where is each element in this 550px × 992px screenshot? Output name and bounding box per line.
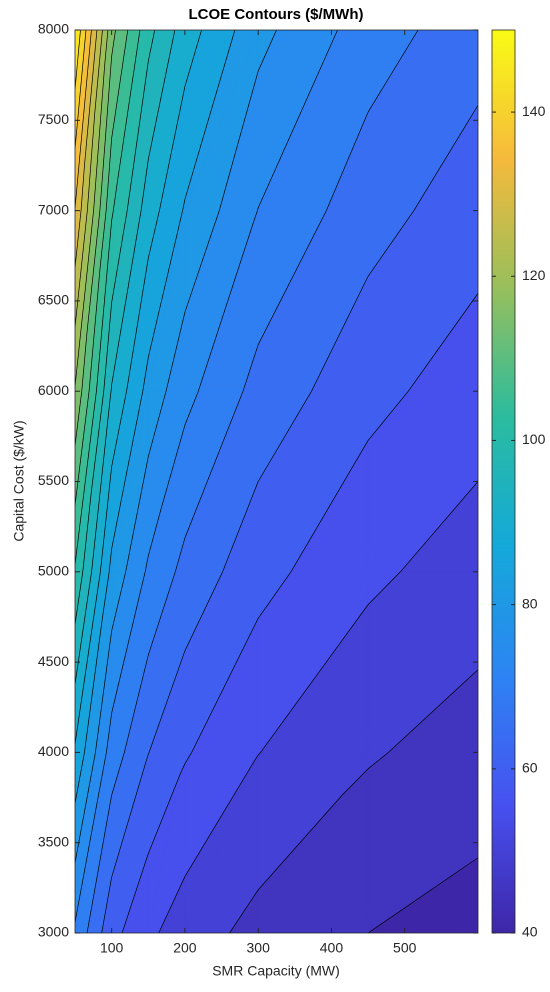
y-tick-label: 8000 (38, 21, 69, 37)
x-tick-label: 100 (100, 940, 124, 956)
y-tick-label: 6000 (38, 382, 69, 398)
y-tick-label: 7000 (38, 201, 69, 217)
contour-line (86, 30, 419, 933)
contour-line (75, 30, 277, 863)
y-axis-label: Capital Cost ($/kW) (11, 420, 27, 541)
colorbar (491, 29, 516, 934)
contour-line (75, 30, 109, 387)
y-tick-label: 7500 (38, 111, 69, 127)
contour-line (75, 30, 98, 268)
contour-line (75, 30, 141, 565)
contour-line (101, 105, 478, 933)
contour-line (121, 293, 478, 933)
contour-line (75, 30, 156, 625)
colorbar-tick-label: 120 (522, 267, 546, 283)
contour-line (75, 30, 81, 90)
x-tick-label: 400 (320, 940, 344, 956)
contour-line (75, 30, 202, 745)
colorbar-tick-label: 40 (522, 924, 538, 940)
contour-line (75, 30, 236, 804)
contour-line (75, 30, 338, 923)
y-tick-label: 3000 (38, 924, 69, 940)
y-tick-label: 3500 (38, 833, 69, 849)
contour-line (75, 30, 116, 446)
contour-line (75, 30, 87, 149)
x-tick-label: 200 (173, 940, 197, 956)
contour-line (75, 30, 176, 685)
y-tick-label: 5000 (38, 563, 69, 579)
contour-line (367, 857, 478, 933)
contour-line (158, 481, 478, 933)
y-tick-label: 4000 (38, 743, 69, 759)
contour-line (75, 30, 92, 209)
y-tick-label: 6500 (38, 292, 69, 308)
colorbar-tick-label: 100 (522, 431, 546, 447)
contour-line (75, 30, 129, 506)
chart-title: LCOE Contours ($/MWh) (189, 6, 364, 23)
x-axis-label: SMR Capacity (MW) (212, 963, 340, 979)
contour-fill (75, 30, 478, 933)
contour-line (75, 30, 103, 328)
x-tick-label: 500 (393, 940, 417, 956)
colorbar-tick-label: 80 (522, 595, 538, 611)
y-tick-label: 4500 (38, 653, 69, 669)
contour-line (229, 669, 478, 933)
colorbar-tick-label: 140 (522, 103, 546, 119)
colorbar-tick-label: 60 (522, 760, 538, 776)
y-tick-label: 5500 (38, 472, 69, 488)
x-tick-label: 300 (247, 940, 271, 956)
